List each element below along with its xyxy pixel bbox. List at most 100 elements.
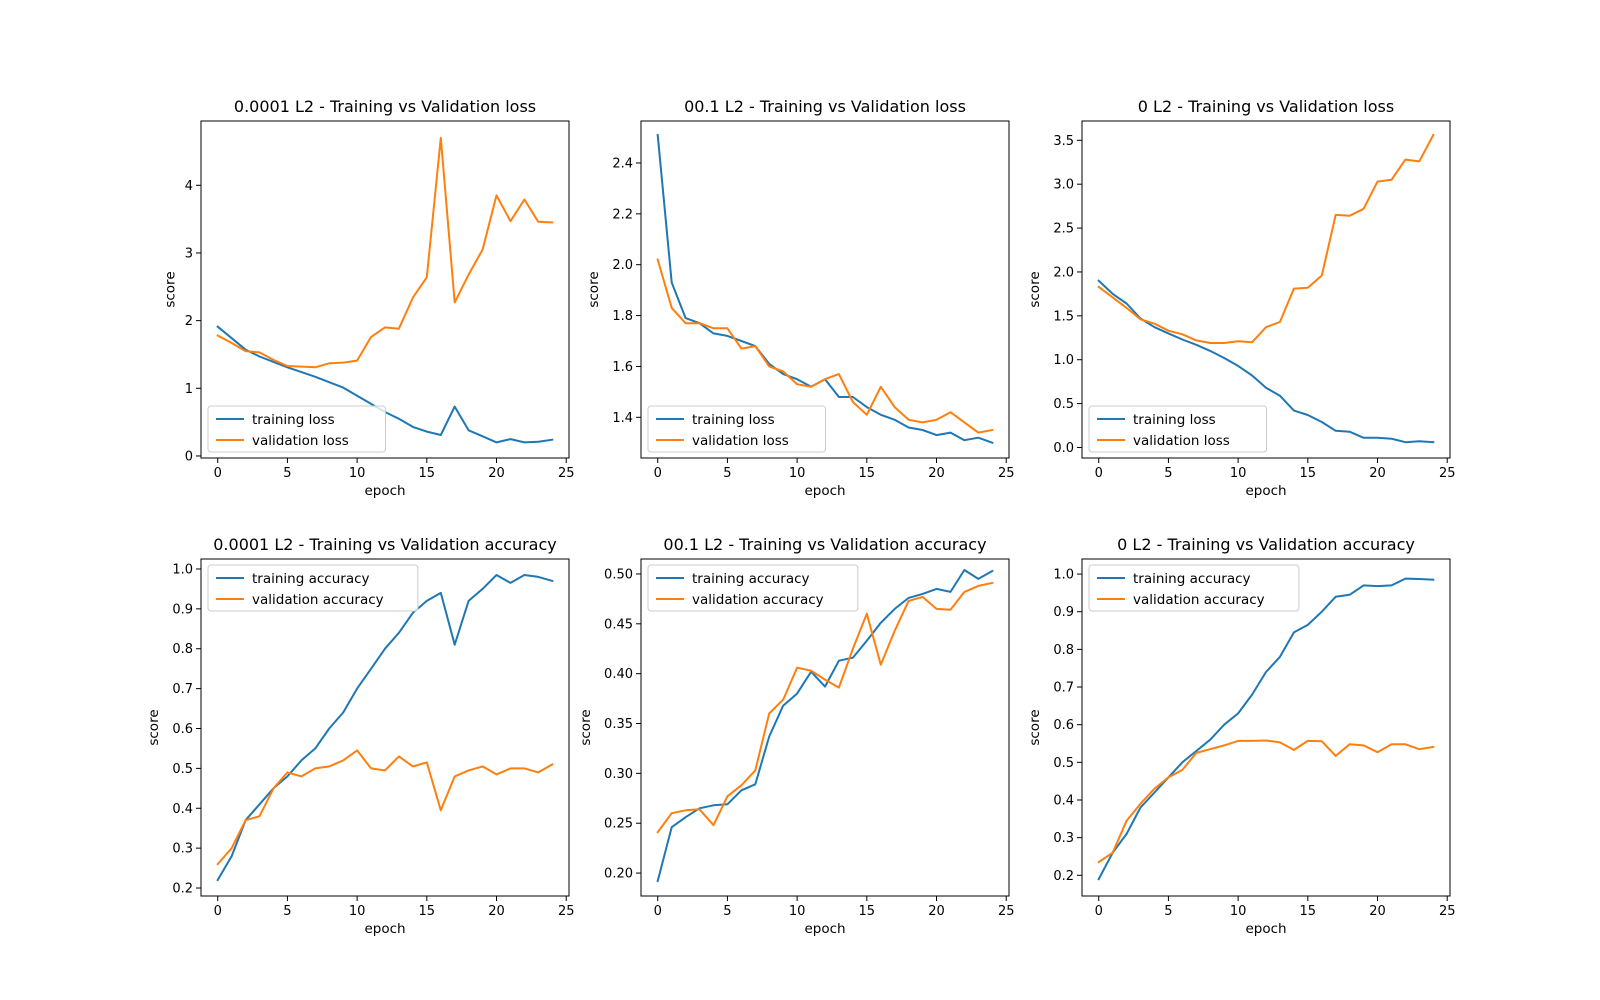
series-line-validation-loss [216, 136, 554, 369]
subplot-title: 0 L2 - Training vs Validation loss [1138, 97, 1394, 116]
y-tick-label: 0.4 [172, 802, 193, 817]
y-tick-label: 0.25 [604, 817, 633, 832]
y-tick-label: 0.2 [1053, 869, 1074, 884]
x-tick-label: 15 [1300, 466, 1317, 481]
x-tick-label: 5 [1164, 466, 1172, 481]
x-tick-label: 20 [1369, 466, 1386, 481]
y-tick-label: 1 [185, 382, 193, 397]
subplot-title: 0.0001 L2 - Training vs Validation accur… [213, 535, 557, 554]
series-line-validation-loss [656, 258, 994, 434]
y-tick-label: 2.5 [1053, 222, 1074, 237]
x-tick-label: 15 [859, 904, 876, 919]
x-tick-label: 15 [859, 466, 876, 481]
x-tick-label: 0 [654, 466, 662, 481]
legend-box [647, 564, 859, 612]
y-tick-label: 1.0 [1053, 353, 1074, 368]
x-tick-label: 10 [1230, 466, 1247, 481]
axes-frame [200, 558, 570, 897]
legend: training loss validation loss [647, 405, 826, 453]
legend-label: training loss [1133, 412, 1216, 428]
legend-box [1088, 564, 1300, 612]
legend-box [1088, 405, 1267, 453]
x-tick-label: 25 [558, 904, 575, 919]
y-tick-label: 0.7 [1053, 681, 1074, 696]
legend: training loss validation loss [207, 405, 386, 453]
series-line-validation-accuracy [1097, 739, 1435, 864]
x-tick-label: 15 [419, 466, 436, 481]
x-tick-label: 0 [214, 466, 222, 481]
y-tick-label: 0.8 [1053, 643, 1074, 658]
x-tick-label: 0 [654, 904, 662, 919]
series-line-validation-accuracy [656, 581, 994, 834]
legend-box [207, 564, 419, 612]
legend-label: validation accuracy [252, 592, 384, 608]
axes-frame [200, 120, 570, 459]
series-line-validation-accuracy [216, 749, 554, 866]
legend-box [647, 405, 826, 453]
subplot-title: 0.0001 L2 - Training vs Validation loss [234, 97, 536, 116]
y-tick-label: 1.5 [1053, 309, 1074, 324]
x-tick-label: 25 [998, 904, 1015, 919]
legend-label: validation accuracy [692, 592, 824, 608]
series-line-training-accuracy [656, 569, 994, 883]
x-tick-label: 25 [998, 466, 1015, 481]
y-axis-label: score [1027, 271, 1043, 307]
y-tick-label: 0.20 [604, 867, 633, 882]
y-tick-label: 0.6 [1053, 718, 1074, 733]
y-tick-label: 4 [185, 179, 193, 194]
x-tick-label: 20 [928, 904, 945, 919]
legend-box [207, 405, 386, 453]
axes-frame [640, 558, 1010, 897]
legend-label: training accuracy [252, 571, 370, 587]
x-tick-label: 20 [1369, 904, 1386, 919]
x-tick-label: 0 [214, 904, 222, 919]
y-tick-label: 0 [185, 449, 193, 464]
y-tick-label: 2.0 [612, 258, 633, 273]
y-tick-label: 3 [185, 246, 193, 261]
y-tick-label: 0.7 [172, 682, 193, 697]
x-tick-label: 5 [723, 904, 731, 919]
y-tick-label: 3.0 [1053, 178, 1074, 193]
x-axis-label: epoch [804, 483, 845, 499]
y-tick-label: 0.4 [1053, 793, 1074, 808]
x-tick-label: 15 [419, 904, 436, 919]
subplot-3: 0 L2 - Training vs Validation loss 0 5 10 15… [1027, 97, 1455, 499]
x-tick-label: 20 [928, 466, 945, 481]
series-line-training-loss [1097, 279, 1435, 444]
x-tick-label: 25 [1439, 466, 1456, 481]
legend: training accuracy validation accuracy [1088, 564, 1300, 612]
subplot-2: 00.1 L2 - Training vs Validation loss 0 5 1… [586, 97, 1014, 499]
legend-label: training accuracy [1133, 571, 1251, 587]
y-tick-label: 0.35 [604, 717, 633, 732]
y-tick-label: 1.4 [612, 411, 633, 426]
y-tick-label: 1.6 [612, 360, 633, 375]
x-axis-label: epoch [364, 921, 405, 937]
y-tick-label: 0.6 [172, 722, 193, 737]
subplot-1: 0.0001 L2 - Training vs Validation loss 0… [163, 97, 575, 499]
y-tick-label: 0.5 [172, 762, 193, 777]
y-tick-label: 2 [185, 314, 193, 329]
y-tick-label: 2.4 [612, 156, 633, 171]
legend-label: training accuracy [692, 571, 810, 587]
x-tick-label: 0 [1095, 466, 1103, 481]
x-tick-label: 15 [1300, 904, 1317, 919]
legend-label: validation loss [1133, 433, 1230, 449]
x-tick-label: 5 [283, 904, 291, 919]
series-line-training-loss [656, 133, 994, 444]
y-tick-label: 0.3 [1053, 831, 1074, 846]
legend-label: training loss [252, 412, 335, 428]
y-tick-label: 0.0 [1053, 441, 1074, 456]
x-tick-label: 25 [1439, 904, 1456, 919]
x-axis-label: epoch [1245, 483, 1286, 499]
y-tick-label: 1.8 [612, 309, 633, 324]
x-tick-label: 10 [349, 904, 366, 919]
subplot-title: 0 L2 - Training vs Validation accuracy [1117, 535, 1415, 554]
x-tick-label: 5 [283, 466, 291, 481]
y-tick-label: 0.5 [1053, 397, 1074, 412]
x-tick-label: 10 [1230, 904, 1247, 919]
x-tick-label: 10 [349, 466, 366, 481]
legend: training accuracy validation accuracy [647, 564, 859, 612]
legend-label: training loss [692, 412, 775, 428]
legend-label: validation loss [252, 433, 349, 449]
